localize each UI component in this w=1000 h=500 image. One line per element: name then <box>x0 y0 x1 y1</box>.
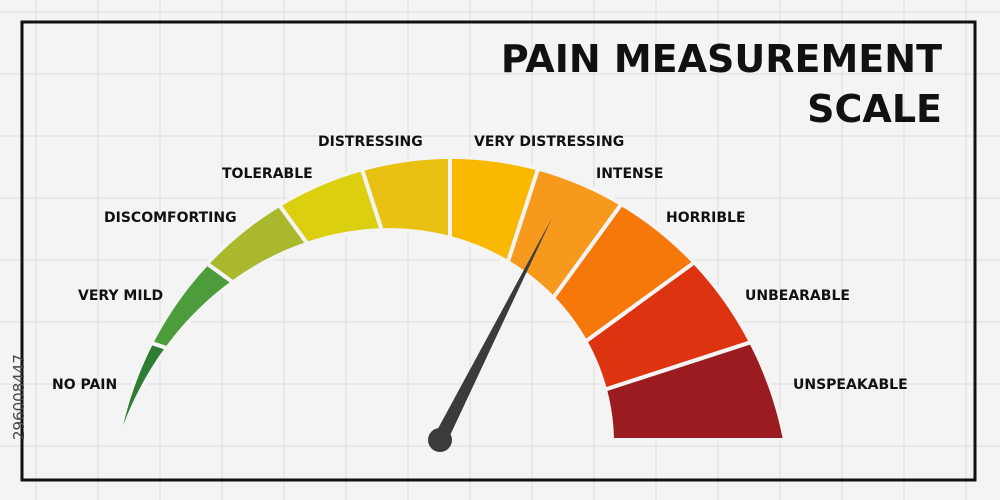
level-label: VERY MILD <box>78 288 163 304</box>
needle <box>434 218 552 444</box>
gauge-segment <box>602 339 788 442</box>
level-label: HORRIBLE <box>666 210 746 226</box>
needle-pivot <box>428 428 452 452</box>
gauge <box>115 154 788 442</box>
title-line: PAIN MEASUREMENT <box>501 37 942 81</box>
level-label: VERY DISTRESSING <box>474 134 624 150</box>
level-label: NO PAIN <box>52 377 117 393</box>
image-id: 296008447 <box>10 354 28 440</box>
level-label: UNBEARABLE <box>745 288 850 304</box>
level-label: DISCOMFORTING <box>104 210 237 226</box>
title-line: SCALE <box>807 87 942 131</box>
frame <box>20 20 977 482</box>
level-label: UNSPEAKABLE <box>793 377 908 393</box>
level-labels: NO PAIN VERY MILD DISCOMFORTING TOLERABLE DI… <box>52 134 908 393</box>
level-label: TOLERABLE <box>222 166 313 182</box>
gauge-segment <box>148 260 237 351</box>
level-label: DISTRESSING <box>318 134 423 150</box>
level-label: INTENSE <box>596 166 663 182</box>
